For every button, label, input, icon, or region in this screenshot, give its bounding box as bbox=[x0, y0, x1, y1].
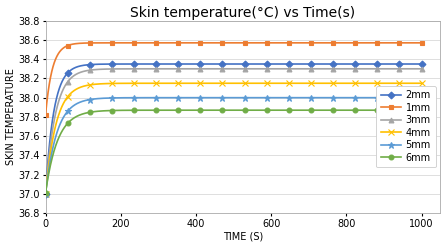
Line: 6mm: 6mm bbox=[43, 108, 424, 195]
1mm bbox=[187, 41, 192, 44]
Y-axis label: SKIN TEMPERATURE: SKIN TEMPERATURE bbox=[5, 68, 16, 165]
5mm bbox=[86, 98, 91, 101]
6mm bbox=[418, 109, 423, 112]
4mm bbox=[86, 84, 91, 87]
4mm bbox=[187, 82, 192, 85]
3mm bbox=[108, 67, 113, 70]
4mm bbox=[43, 192, 48, 195]
3mm bbox=[371, 67, 376, 70]
3mm bbox=[419, 67, 424, 70]
5mm bbox=[203, 96, 209, 99]
6mm bbox=[108, 109, 113, 112]
3mm bbox=[187, 67, 192, 70]
4mm bbox=[412, 82, 417, 85]
2mm bbox=[371, 62, 376, 65]
X-axis label: TIME (S): TIME (S) bbox=[223, 231, 263, 242]
6mm bbox=[43, 191, 48, 194]
1mm bbox=[86, 41, 91, 44]
Line: 3mm: 3mm bbox=[43, 66, 424, 196]
1mm bbox=[371, 41, 376, 44]
Line: 2mm: 2mm bbox=[43, 62, 424, 196]
Line: 4mm: 4mm bbox=[42, 80, 425, 197]
5mm bbox=[371, 96, 376, 99]
4mm bbox=[108, 82, 113, 85]
5mm bbox=[419, 96, 424, 99]
2mm bbox=[321, 62, 326, 65]
3mm bbox=[203, 67, 209, 70]
1mm bbox=[203, 41, 209, 44]
3mm bbox=[43, 192, 48, 195]
6mm bbox=[86, 111, 91, 114]
1mm bbox=[108, 41, 113, 44]
4mm bbox=[203, 82, 209, 85]
5mm bbox=[418, 96, 424, 99]
Line: 1mm: 1mm bbox=[43, 41, 424, 117]
Legend: 2mm, 1mm, 3mm, 4mm, 5mm, 6mm: 2mm, 1mm, 3mm, 4mm, 5mm, 6mm bbox=[376, 86, 436, 167]
5mm bbox=[43, 192, 48, 195]
5mm bbox=[412, 96, 417, 99]
6mm bbox=[371, 109, 376, 112]
1mm bbox=[266, 41, 272, 44]
4mm bbox=[395, 82, 400, 85]
Title: Skin temperature(°C) vs Time(s): Skin temperature(°C) vs Time(s) bbox=[130, 5, 355, 20]
1mm bbox=[43, 114, 48, 117]
6mm bbox=[203, 109, 209, 112]
2mm bbox=[203, 62, 209, 65]
2mm bbox=[419, 62, 424, 65]
3mm bbox=[371, 67, 376, 70]
6mm bbox=[187, 109, 192, 112]
2mm bbox=[187, 62, 192, 65]
6mm bbox=[419, 109, 424, 112]
2mm bbox=[43, 192, 48, 195]
2mm bbox=[412, 62, 417, 65]
Line: 5mm: 5mm bbox=[42, 94, 425, 197]
5mm bbox=[108, 97, 113, 100]
2mm bbox=[86, 63, 91, 66]
5mm bbox=[187, 96, 192, 99]
4mm bbox=[371, 82, 376, 85]
2mm bbox=[108, 62, 113, 65]
1mm bbox=[419, 41, 424, 44]
6mm bbox=[412, 109, 417, 112]
3mm bbox=[86, 69, 91, 72]
3mm bbox=[412, 67, 417, 70]
1mm bbox=[412, 41, 417, 44]
4mm bbox=[419, 82, 424, 85]
